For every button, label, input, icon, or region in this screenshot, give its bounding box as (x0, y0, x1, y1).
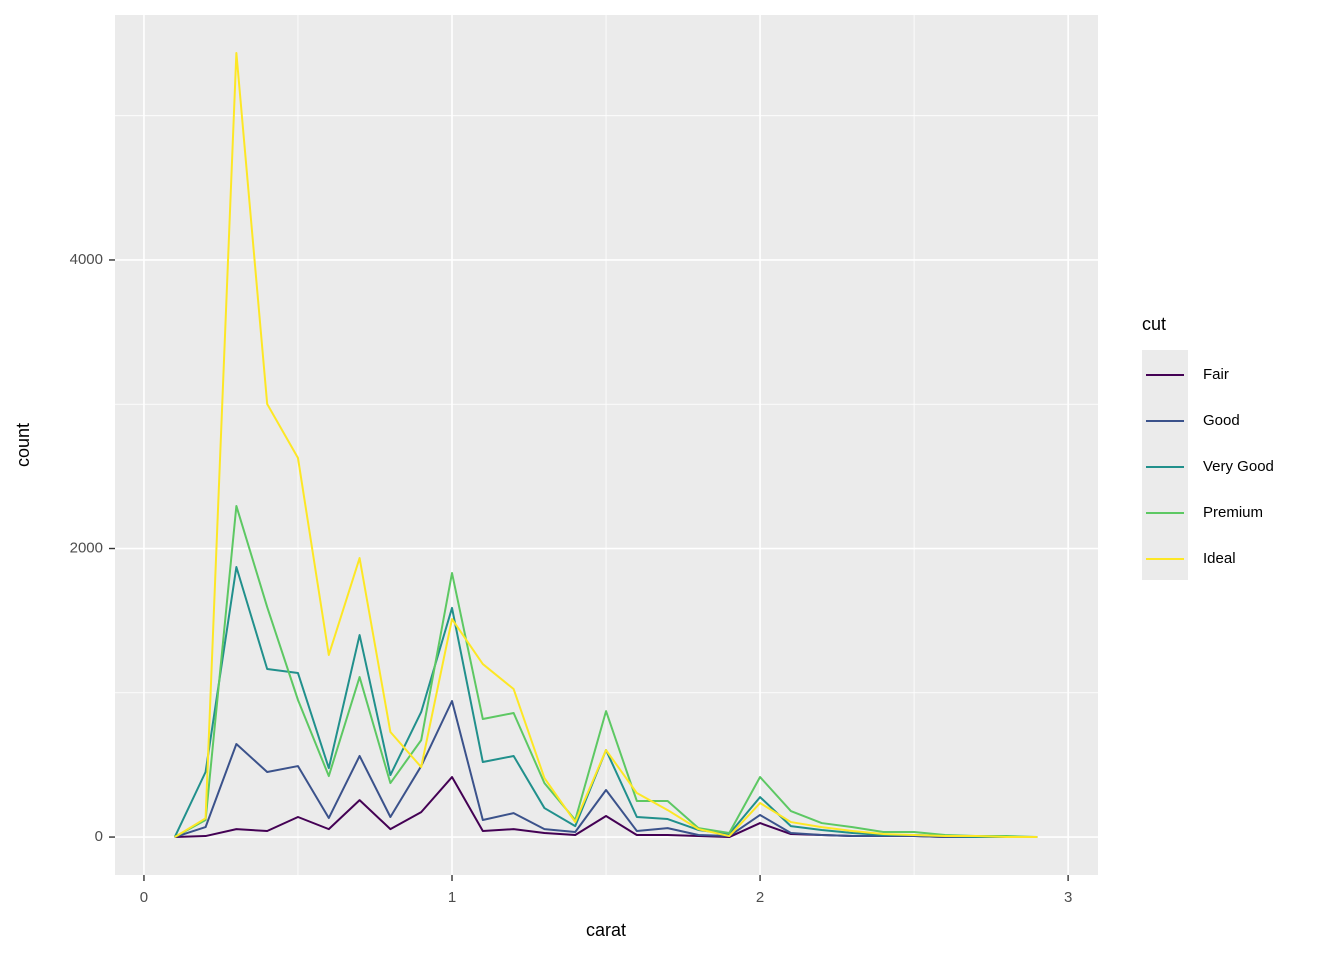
x-axis-title: carat (586, 920, 626, 940)
legend-label: Fair (1203, 366, 1229, 383)
x-tick-label: 0 (140, 889, 148, 906)
series-line (174, 700, 1038, 839)
x-tick-label: 3 (1064, 889, 1072, 906)
y-axis-title: count (13, 423, 33, 467)
legend-label: Good (1203, 412, 1240, 429)
y-tick-label: 4000 (70, 251, 103, 268)
legend-label: Ideal (1203, 550, 1236, 567)
y-tick-label: 2000 (70, 539, 103, 556)
series-line (174, 51, 1038, 839)
legend-label: Premium (1203, 504, 1263, 521)
legend-title: cut (1142, 314, 1166, 334)
x-tick-label: 1 (448, 889, 456, 906)
x-tick-label: 2 (756, 889, 764, 906)
y-tick-label: 0 (95, 828, 103, 845)
panel (115, 15, 1098, 875)
legend-key-bg (1142, 350, 1188, 580)
legend-label: Very Good (1203, 458, 1274, 475)
series-line (174, 504, 1038, 839)
